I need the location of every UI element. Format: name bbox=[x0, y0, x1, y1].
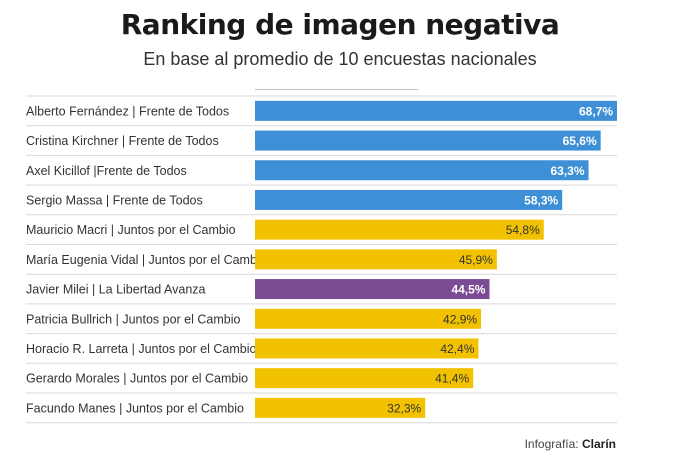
category-label: Cristina Kirchner | Frente de Todos bbox=[26, 134, 219, 148]
category-label: Mauricio Macri | Juntos por el Cambio bbox=[26, 223, 236, 237]
bar bbox=[255, 397, 426, 418]
value-label: 42,4% bbox=[440, 342, 474, 356]
category-label: María Eugenia Vidal | Juntos por el Camb… bbox=[26, 253, 267, 267]
bar bbox=[255, 338, 479, 359]
value-label: 63,3% bbox=[551, 164, 585, 178]
bar bbox=[255, 279, 490, 300]
category-label: Alberto Fernández | Frente de Todos bbox=[26, 104, 229, 118]
value-label: 32,3% bbox=[387, 401, 421, 415]
category-label: Javier Milei | La Libertad Avanza bbox=[26, 283, 206, 297]
credit-label: Infografía: bbox=[524, 437, 579, 451]
bar bbox=[255, 249, 497, 270]
title-divider bbox=[255, 89, 418, 90]
value-label: 65,6% bbox=[563, 134, 597, 148]
value-label: 68,7% bbox=[579, 104, 613, 118]
category-label: Gerardo Morales | Juntos por el Cambio bbox=[26, 372, 248, 386]
category-label: Sergio Massa | Frente de Todos bbox=[26, 193, 203, 207]
bar bbox=[255, 308, 482, 329]
category-label: Facundo Manes | Juntos por el Cambio bbox=[26, 401, 244, 415]
chart-title: Ranking de imagen negativa bbox=[120, 8, 560, 41]
value-label: 54,8% bbox=[506, 223, 540, 237]
value-label: 42,9% bbox=[443, 312, 477, 326]
value-label: 44,5% bbox=[451, 283, 485, 297]
chart-subtitle: En base al promedio de 10 encuestas naci… bbox=[143, 49, 537, 69]
value-label: 58,3% bbox=[524, 193, 558, 207]
bar bbox=[255, 368, 474, 389]
bar bbox=[255, 189, 563, 210]
category-label: Horacio R. Larreta | Juntos por el Cambi… bbox=[26, 342, 256, 356]
credit-footer: Infografía: Clarín bbox=[525, 437, 616, 451]
value-label: 41,4% bbox=[435, 372, 469, 386]
bar bbox=[255, 130, 601, 151]
bar bbox=[255, 100, 617, 121]
category-label: Axel Kicillof |Frente de Todos bbox=[26, 164, 187, 178]
bar bbox=[255, 219, 544, 240]
category-label: Patricia Bullrich | Juntos por el Cambio bbox=[26, 312, 240, 326]
credit-brand: Clarín bbox=[581, 437, 616, 451]
bar bbox=[255, 160, 589, 181]
value-label: 45,9% bbox=[459, 253, 493, 267]
